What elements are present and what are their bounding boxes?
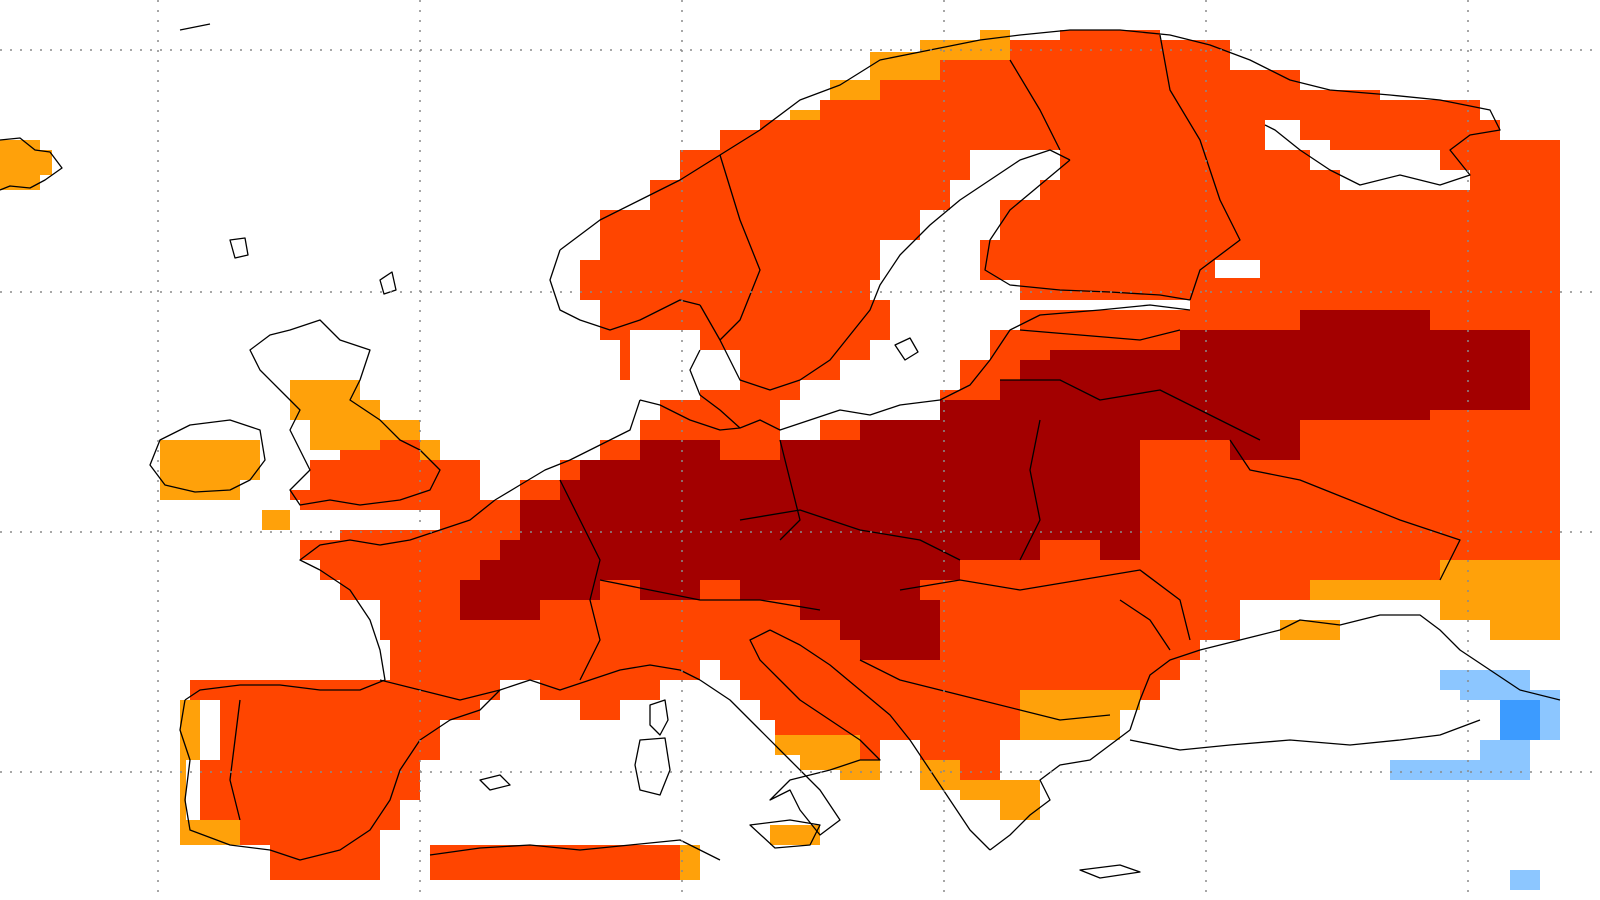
italy-coast	[699, 629, 881, 836]
ireland-coast	[149, 419, 266, 493]
portugal-region	[180, 700, 240, 845]
iberia-west-coast	[179, 689, 501, 861]
ireland-region	[160, 440, 260, 500]
crete-coast	[1079, 864, 1141, 879]
border-poland-germany	[779, 439, 801, 541]
border-france-germany	[559, 479, 601, 681]
border-finland-russia	[1159, 34, 1241, 301]
denmark-coast	[639, 349, 741, 431]
border-balkans	[859, 659, 1111, 721]
sicily-coast	[749, 819, 821, 849]
border-ukraine-russia	[1229, 439, 1461, 581]
turkey-north-coast	[1129, 719, 1481, 751]
sardinia-coast	[634, 737, 671, 796]
black-sea-coast	[1129, 614, 1561, 731]
border-spain-france	[379, 679, 501, 701]
border-moldova	[1119, 599, 1171, 651]
cool-layer	[1390, 670, 1560, 890]
north-africa-warm-region	[430, 845, 680, 880]
adriatic-balkan-coast	[769, 629, 991, 851]
bulgaria-region	[1020, 690, 1140, 740]
border-baltic-states	[1019, 329, 1181, 341]
greece-aegean-coast	[989, 729, 1131, 851]
lake-area	[1215, 260, 1260, 278]
north-africa-region	[680, 845, 700, 880]
italy-south-region	[775, 735, 880, 780]
caucasus-core-region	[1500, 700, 1540, 740]
iceland-region	[0, 140, 52, 190]
biscay-coast	[184, 569, 386, 701]
central-europe-region	[460, 310, 1530, 660]
wales-region	[262, 510, 290, 530]
english-channel-area	[340, 510, 440, 530]
border-norway-sweden	[719, 154, 761, 341]
border-spain-portugal	[229, 699, 241, 821]
border-poland-ukraine	[1019, 419, 1041, 561]
lowlands-coast	[494, 399, 641, 501]
shetland-coast	[379, 271, 397, 295]
balearic-coast	[479, 774, 511, 791]
norway-south-coast	[549, 249, 701, 331]
border-sweden-finland	[1009, 59, 1061, 151]
jan-mayen-coast	[179, 23, 211, 31]
border-czech-austria	[739, 509, 961, 561]
corsica-coast	[649, 699, 669, 736]
skagerrak-area	[630, 330, 740, 400]
border-hungary-romania	[899, 569, 1191, 641]
gotland-coast	[894, 337, 919, 361]
france-north-coast	[299, 499, 496, 571]
sicily-region	[770, 825, 820, 845]
iceland-coast	[0, 137, 63, 191]
border-belarus	[1000, 379, 1261, 441]
britain-coast	[249, 319, 441, 506]
north-africa-coast	[429, 839, 721, 861]
finland-coast	[984, 159, 1191, 301]
baltic-south-coast	[739, 304, 1191, 431]
black-sea-north-region	[1280, 620, 1340, 640]
caucasus-cool-region	[1390, 670, 1560, 780]
faroe-coast	[229, 237, 249, 259]
strong-warm-layer	[460, 310, 1530, 660]
coastline-layer	[0, 23, 1561, 879]
mediterranean-france-coast	[499, 664, 701, 691]
sweden-east-coast	[699, 149, 1071, 391]
scandinavia-coast	[559, 29, 1501, 251]
denmark-gap	[700, 350, 740, 370]
border-alps	[599, 579, 821, 611]
neutral-areas	[340, 120, 1470, 530]
white-sea-area	[1265, 120, 1470, 190]
baltic-sea-area	[780, 150, 1190, 440]
caspian-corner-region	[1510, 870, 1540, 890]
